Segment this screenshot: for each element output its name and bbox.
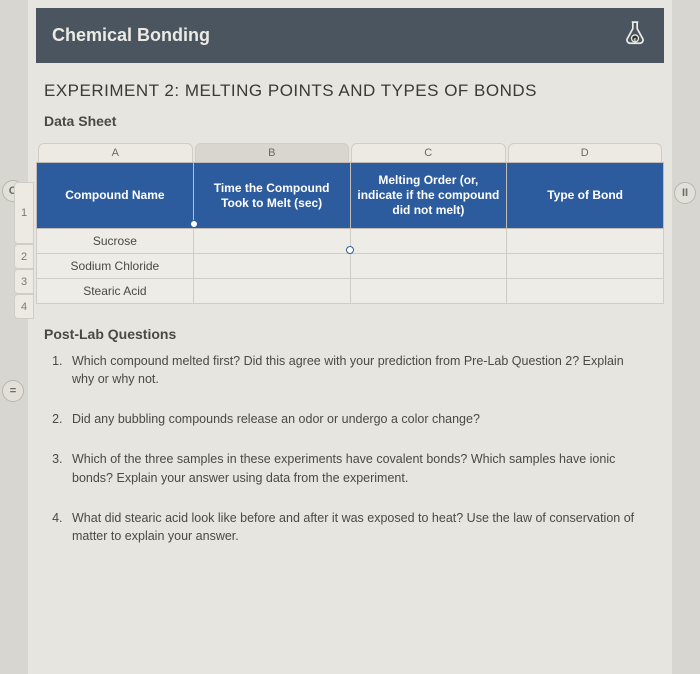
left-control-bottom[interactable]: =: [2, 380, 24, 402]
th-compound-name: Compound Name: [37, 163, 194, 229]
th-time: Time the Compound Took to Melt (sec): [193, 163, 350, 229]
cell-time[interactable]: [193, 254, 350, 279]
experiment-title: EXPERIMENT 2: MELTING POINTS AND TYPES O…: [28, 63, 672, 109]
question-item: Did any bubbling compounds release an od…: [66, 410, 648, 428]
cell-time[interactable]: [193, 279, 350, 304]
table-header-row: Compound Name Time the Compound Took to …: [37, 163, 664, 229]
col-tab-d[interactable]: D: [508, 143, 663, 162]
cell-bond[interactable]: [507, 254, 664, 279]
th-bond: Type of Bond: [507, 163, 664, 229]
postlab-questions: Which compound melted first? Did this ag…: [28, 352, 672, 545]
right-control-pause[interactable]: II: [674, 182, 696, 204]
row-num-2[interactable]: 2: [14, 244, 34, 269]
cell-name[interactable]: Sodium Chloride: [37, 254, 194, 279]
data-table: Compound Name Time the Compound Took to …: [36, 162, 664, 304]
svg-text:e: e: [633, 37, 636, 43]
cell-time[interactable]: [193, 229, 350, 254]
col-tab-b[interactable]: B: [195, 143, 350, 162]
document-page: Chemical Bonding e EXPERIMENT 2: MELTING…: [28, 0, 672, 674]
selection-handle-icon[interactable]: [190, 220, 198, 228]
chapter-title: Chemical Bonding: [52, 25, 210, 46]
cell-name[interactable]: Sucrose: [37, 229, 194, 254]
row-number-gutter: 1 2 3 4: [14, 182, 34, 319]
flask-icon: e: [622, 20, 648, 51]
cell-bond[interactable]: [507, 279, 664, 304]
question-item: Which of the three samples in these expe…: [66, 450, 648, 486]
cell-order[interactable]: [350, 279, 507, 304]
row-num-4[interactable]: 4: [14, 294, 34, 319]
column-tabs: A B C D: [38, 143, 664, 162]
data-sheet-label: Data Sheet: [28, 109, 672, 143]
cell-name[interactable]: Stearic Acid: [37, 279, 194, 304]
chapter-header: Chemical Bonding e: [36, 8, 664, 63]
spreadsheet-area: A B C D 1 2 3 4 Compound Name Time the C…: [28, 143, 672, 304]
postlab-heading: Post-Lab Questions: [28, 304, 672, 352]
col-tab-a[interactable]: A: [38, 143, 193, 162]
row-num-3[interactable]: 3: [14, 269, 34, 294]
row-num-1[interactable]: 1: [14, 182, 34, 244]
th-order: Melting Order (or, indicate if the compo…: [350, 163, 507, 229]
table-row: Sodium Chloride: [37, 254, 664, 279]
col-tab-c[interactable]: C: [351, 143, 506, 162]
selection-handle-icon[interactable]: [346, 246, 354, 254]
cell-order[interactable]: [350, 229, 507, 254]
table-row: Stearic Acid: [37, 279, 664, 304]
cell-order[interactable]: [350, 254, 507, 279]
question-item: What did stearic acid look like before a…: [66, 509, 648, 545]
cell-bond[interactable]: [507, 229, 664, 254]
question-item: Which compound melted first? Did this ag…: [66, 352, 648, 388]
